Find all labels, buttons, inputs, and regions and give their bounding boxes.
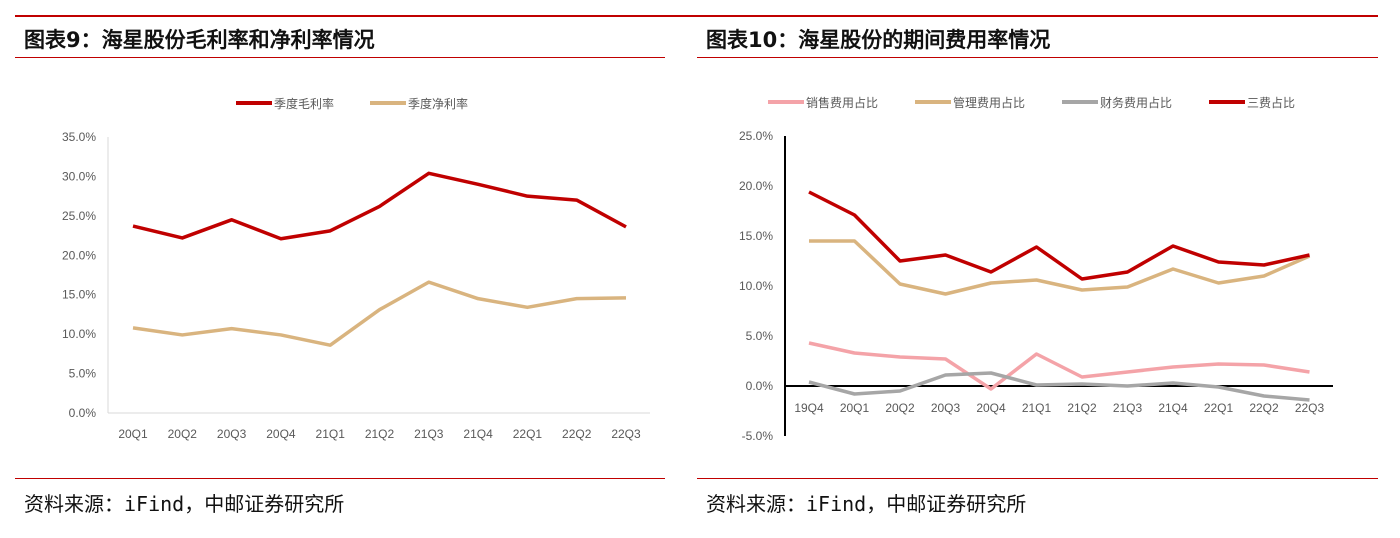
- top-rule: [15, 15, 1378, 17]
- x-tick-label: 20Q1: [840, 401, 870, 415]
- x-tick-label: 22Q3: [611, 427, 641, 441]
- x-tick-label: 21Q4: [463, 427, 493, 441]
- right-title-rule: [697, 57, 1378, 58]
- x-tick-label: 21Q3: [1113, 401, 1143, 415]
- left-chart-title: 图表9：海星股份毛利率和净利率情况: [24, 28, 375, 52]
- y-tick-label: 15.0%: [739, 229, 773, 243]
- x-tick-label: 22Q1: [1204, 401, 1234, 415]
- left-title-rule: [15, 57, 665, 58]
- legend-label: 季度毛利率: [274, 96, 334, 111]
- right-chart-title: 图表10：海星股份的期间费用率情况: [706, 28, 1051, 52]
- x-tick-label: 22Q2: [1249, 401, 1279, 415]
- x-tick-label: 20Q4: [266, 427, 296, 441]
- y-tick-label: 15.0%: [62, 288, 96, 302]
- y-tick-label: 20.0%: [739, 179, 773, 193]
- x-tick-label: 20Q3: [931, 401, 961, 415]
- y-tick-label: 0.0%: [746, 379, 774, 393]
- legend-label: 销售费用占比: [806, 95, 878, 110]
- right-bottom-rule: [697, 478, 1378, 479]
- right-source: 资料来源：iFind，中邮证券研究所: [706, 492, 1027, 516]
- x-tick-label: 20Q3: [217, 427, 247, 441]
- x-tick-label: 22Q3: [1295, 401, 1325, 415]
- y-tick-label: 20.0%: [62, 248, 96, 262]
- x-tick-label: 21Q1: [316, 427, 346, 441]
- x-tick-label: 21Q2: [365, 427, 395, 441]
- y-tick-label: 25.0%: [62, 209, 96, 223]
- series-line-管理费用占比: [809, 239, 1311, 296]
- y-tick-label: 5.0%: [746, 329, 774, 343]
- y-tick-label: 35.0%: [62, 130, 96, 144]
- series-line-财务费用占比: [808, 371, 1310, 402]
- left-bottom-rule: [15, 478, 665, 479]
- x-tick-label: 21Q2: [1067, 401, 1097, 415]
- series-line-销售费用占比: [808, 341, 1310, 391]
- x-tick-label: 19Q4: [794, 401, 824, 415]
- y-tick-label: 10.0%: [62, 327, 96, 341]
- x-tick-label: 21Q1: [1022, 401, 1052, 415]
- legend-label: 季度净利率: [408, 96, 468, 111]
- y-tick-label: 10.0%: [739, 279, 773, 293]
- x-tick-label: 20Q4: [976, 401, 1006, 415]
- x-tick-label: 21Q3: [414, 427, 444, 441]
- x-tick-label: 22Q2: [562, 427, 592, 441]
- y-tick-label: -5.0%: [742, 429, 774, 443]
- series-line-三费占比: [808, 190, 1310, 281]
- legend-label: 财务费用占比: [1100, 95, 1172, 110]
- series-line-季度毛利率: [132, 171, 627, 241]
- x-tick-label: 20Q1: [118, 427, 148, 441]
- legend-label: 管理费用占比: [953, 95, 1025, 110]
- x-tick-label: 21Q4: [1158, 401, 1188, 415]
- x-tick-label: 20Q2: [168, 427, 198, 441]
- y-tick-label: 0.0%: [69, 406, 97, 420]
- series-line-季度净利率: [132, 280, 627, 347]
- legend-label: 三费占比: [1247, 95, 1295, 110]
- y-tick-label: 30.0%: [62, 169, 96, 183]
- x-tick-label: 20Q2: [885, 401, 915, 415]
- x-tick-label: 22Q1: [513, 427, 543, 441]
- y-tick-label: 25.0%: [739, 129, 773, 143]
- y-tick-label: 5.0%: [69, 367, 97, 381]
- left-source: 资料来源：iFind，中邮证券研究所: [24, 492, 345, 516]
